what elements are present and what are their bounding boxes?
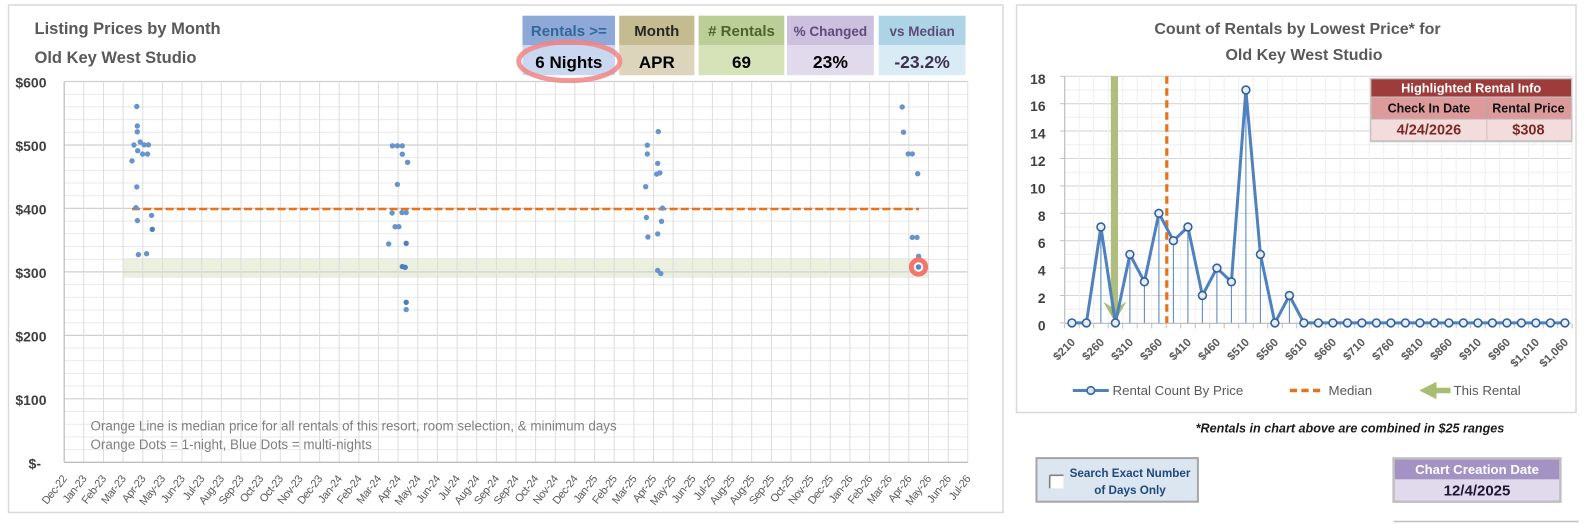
- svg-text:$500: $500: [15, 138, 46, 154]
- svg-text:23%: 23%: [813, 52, 848, 72]
- svg-text:69: 69: [732, 53, 751, 72]
- svg-text:$100: $100: [15, 392, 46, 408]
- svg-text:-23.2%: -23.2%: [894, 52, 950, 72]
- svg-text:18: 18: [1030, 72, 1046, 87]
- svg-text:4: 4: [1038, 264, 1046, 279]
- svg-text:# Rentals: # Rentals: [708, 23, 775, 40]
- svg-text:Orange Dots = 1-night, Blue Do: Orange Dots = 1-night, Blue Dots = multi…: [91, 437, 373, 452]
- svg-text:12: 12: [1030, 154, 1046, 169]
- svg-text:Rental Count By Price: Rental Count By Price: [1113, 383, 1244, 398]
- svg-text:Chart Creation Date: Chart Creation Date: [1415, 462, 1539, 477]
- svg-text:Old Key West Studio: Old Key West Studio: [1225, 47, 1382, 64]
- svg-text:Listing Prices by Month: Listing Prices by Month: [35, 20, 221, 38]
- svg-text:$300: $300: [15, 265, 46, 281]
- svg-text:Rental Price: Rental Price: [1492, 102, 1564, 116]
- svg-text:Count of Rentals by Lowest Pri: Count of Rentals by Lowest Price* for: [1154, 21, 1440, 38]
- svg-text:% Changed: % Changed: [794, 24, 868, 39]
- svg-text:APR: APR: [639, 53, 675, 72]
- svg-text:6: 6: [1038, 236, 1046, 251]
- svg-text:16: 16: [1030, 99, 1046, 114]
- svg-text:$308: $308: [1512, 123, 1544, 139]
- svg-text:Highlighted Rental Info: Highlighted Rental Info: [1401, 80, 1541, 95]
- svg-text:vs Median: vs Median: [889, 24, 954, 39]
- svg-text:Old Key West Studio: Old Key West Studio: [35, 49, 197, 67]
- svg-text:$600: $600: [15, 75, 46, 91]
- svg-text:Orange Line is median price fo: Orange Line is median price for all rent…: [91, 419, 617, 434]
- svg-text:14: 14: [1030, 127, 1046, 142]
- svg-text:12/4/2025: 12/4/2025: [1444, 483, 1511, 500]
- svg-text:$400: $400: [15, 201, 46, 217]
- svg-text:4/24/2026: 4/24/2026: [1397, 123, 1462, 139]
- svg-text:8: 8: [1038, 209, 1046, 224]
- svg-text:Rentals >=: Rentals >=: [531, 23, 607, 40]
- svg-text:10: 10: [1030, 181, 1046, 196]
- svg-text:of Days Only: of Days Only: [1094, 484, 1166, 497]
- svg-text:$200: $200: [15, 328, 46, 344]
- svg-text:6 Nights: 6 Nights: [535, 53, 602, 72]
- svg-text:$-: $-: [29, 455, 42, 471]
- svg-text:Month: Month: [634, 23, 679, 40]
- svg-text:This Rental: This Rental: [1454, 383, 1521, 398]
- svg-text:*Rentals in chart above are co: *Rentals in chart above are combined in …: [1196, 422, 1505, 436]
- svg-text:Search Exact Number: Search Exact Number: [1070, 467, 1191, 480]
- svg-text:Median: Median: [1329, 383, 1373, 398]
- svg-text:Check In Date: Check In Date: [1388, 102, 1471, 116]
- svg-text:0: 0: [1038, 318, 1046, 333]
- svg-text:2: 2: [1038, 291, 1046, 306]
